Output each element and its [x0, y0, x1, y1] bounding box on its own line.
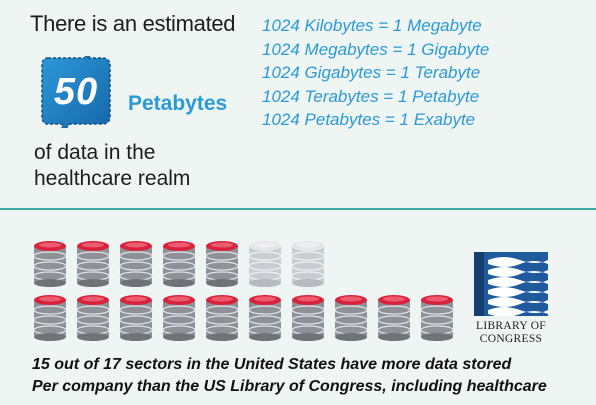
conversion-list: 1024 Kilobytes = 1 Megabyte 1024 Megabyt… [262, 14, 489, 132]
caption-line-2: Per company than the US Library of Congr… [32, 378, 547, 395]
badge-value: 50 [53, 70, 99, 113]
caption-line-1: 15 out of 17 sectors in the United State… [32, 356, 512, 373]
database-cylinder-faded [248, 241, 282, 287]
speech-bubble-badge [41, 56, 111, 128]
database-cylinder [205, 295, 239, 341]
database-cylinder [119, 241, 153, 287]
conversion-item: 1024 Kilobytes = 1 Megabyte [262, 16, 482, 35]
tail-line-1: of data in the [34, 141, 156, 164]
unit-label: Petabytes [128, 92, 228, 115]
caption: 15 out of 17 sectors in the United State… [32, 354, 592, 398]
database-cylinder [119, 295, 153, 341]
database-cylinder [377, 295, 411, 341]
database-cylinder [33, 241, 67, 287]
conversion-item: 1024 Megabytes = 1 Gigabyte [262, 39, 490, 59]
database-cylinder [334, 295, 368, 341]
cylinder-row-top [33, 241, 325, 287]
logo-text-line-1: LIBRARY OF [476, 320, 546, 332]
intro-text: There is an estimated [30, 11, 236, 36]
database-cylinder [420, 295, 454, 341]
database-cylinder-faded [291, 241, 325, 287]
database-cylinder [248, 295, 282, 341]
database-cylinder [291, 295, 325, 341]
database-cylinder [76, 241, 110, 287]
database-cylinder [162, 295, 196, 341]
section-divider [0, 208, 596, 210]
database-cylinder [76, 295, 110, 341]
conversion-item: 1024 Terabytes = 1 Petabyte [262, 86, 480, 106]
database-cylinder [162, 241, 196, 287]
database-cylinder [33, 295, 67, 341]
conversion-item: 1024 Gigabytes = 1 Terabyte [262, 63, 481, 82]
library-of-congress-logo [474, 252, 548, 316]
library-of-congress-label: LIBRARY OF CONGRESS [468, 320, 554, 346]
conversion-item: 1024 Petabytes = 1 Exabyte [262, 110, 476, 129]
database-cylinder [205, 241, 239, 287]
tail-text: of data in the healthcare realm [34, 140, 190, 192]
tail-line-2: healthcare realm [34, 167, 191, 190]
cylinder-row-bottom [33, 295, 454, 341]
logo-text-line-2: CONGRESS [479, 333, 543, 345]
